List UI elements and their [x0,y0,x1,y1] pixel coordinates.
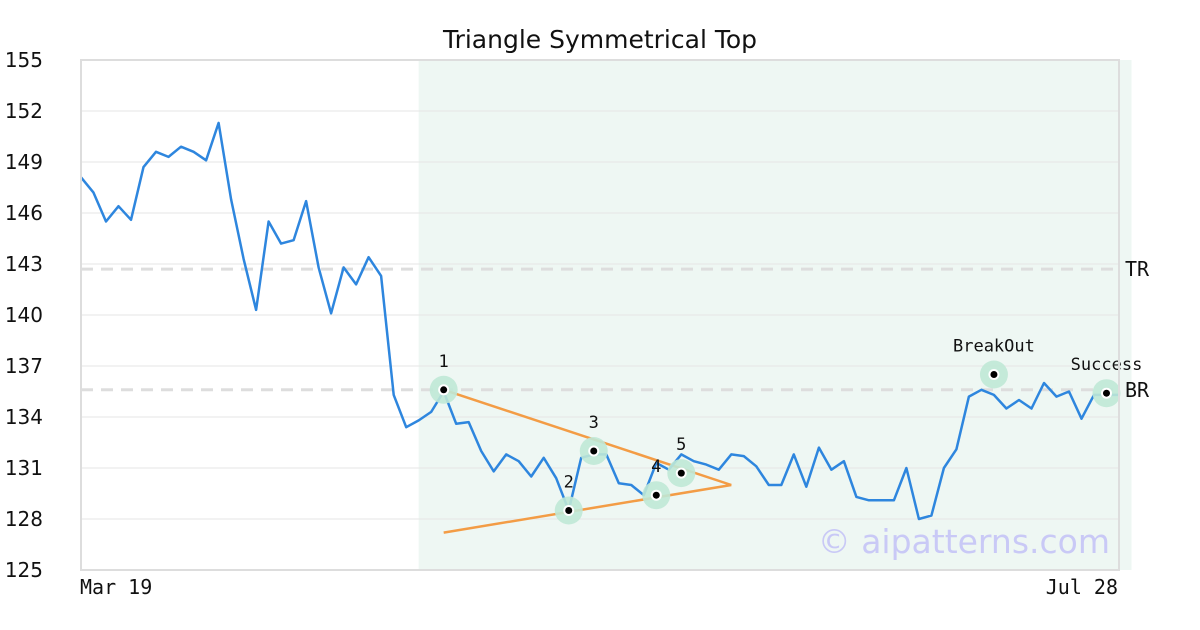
point-label: 1 [439,352,449,372]
chart-title: Triangle Symmetrical Top [442,25,757,54]
pattern-points-layer: 1 2 3 45 BreakOut Success [429,337,1143,525]
y-tick-label: 152 [5,99,43,123]
y-tick-label: 146 [5,201,43,225]
y-tick-label: 140 [5,303,43,327]
point-label: Success [1071,355,1143,375]
y-tick-label: 143 [5,252,43,276]
point-marker [677,469,685,477]
x-tick-end: Jul 28 [1046,575,1118,599]
y-tick-label: 134 [5,405,43,429]
y-tick-label: 128 [5,507,43,531]
y-tick-label: 125 [5,558,43,582]
trend-line-lower [443,483,732,534]
point-marker [590,447,598,455]
point-label: 5 [676,435,686,455]
point-marker [652,491,660,499]
y-tick-label: 149 [5,150,43,174]
point-marker [1102,389,1110,397]
point-marker [565,507,573,514]
y-tick-label: 155 [5,48,43,72]
point-label: 3 [589,413,599,433]
x-tick-start: Mar 19 [80,575,152,599]
level-label-br: BR [1125,378,1150,402]
point-marker [990,371,998,378]
point-label: 2 [564,473,574,493]
y-tick-label: 137 [5,354,43,378]
level-label-tr: TR [1125,257,1150,281]
point-label: 4 [651,457,661,477]
grid-layer [81,110,1119,520]
point-marker [440,386,448,394]
y-axis-ticks: 125 128 131 134 137 140 143 146 149 152 155 [5,48,43,582]
level-lines-layer: TR BR [81,257,1150,402]
y-tick-label: 131 [5,456,43,480]
point-label: BreakOut [953,337,1035,357]
watermark: © aipatterns.com [818,522,1110,561]
plot-frame [80,59,1120,571]
